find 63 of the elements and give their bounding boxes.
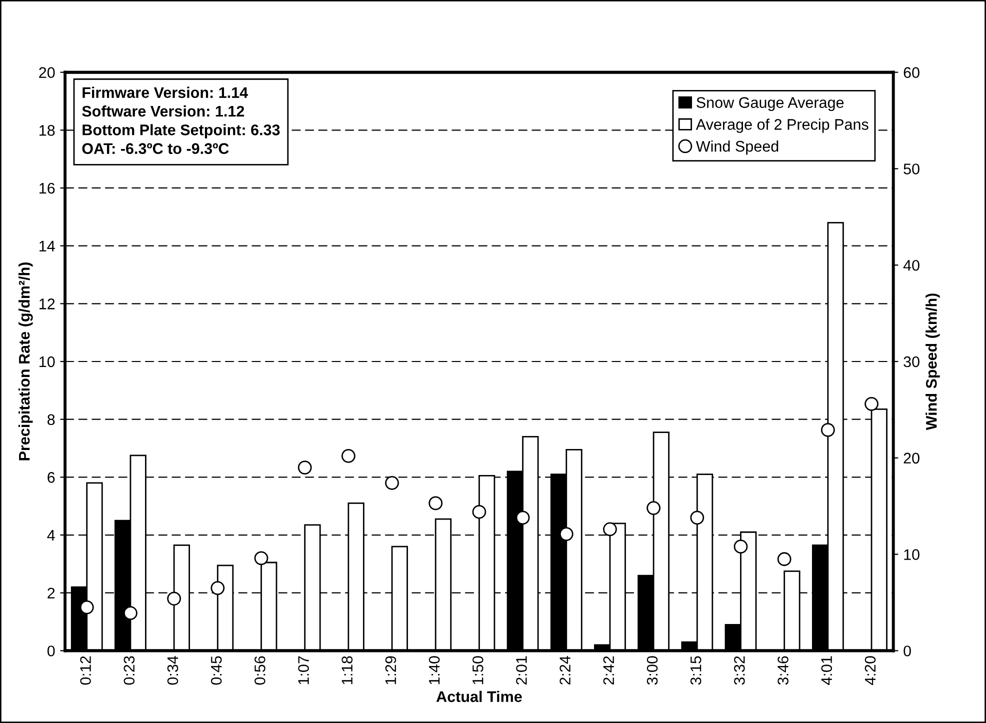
x-tick-label: 1:40 [428,656,440,684]
y2-tick-label: 0 [904,646,911,656]
point [80,600,94,614]
legend-label: Average of 2 Precip Pans [696,118,868,133]
x-tick-label: 4:20 [864,656,876,685]
x-tick-label: 4:01 [821,656,832,685]
annotation: Firmware Version: 1.14 Software Version: 1.12 Bottom Plate Setpoint: 6.33 OAT: -6.3ºC to -9.3ºC [82,86,280,154]
point [385,476,399,490]
x-tick-label: 3:46 [778,656,788,685]
y2-axis-title: Wind Speed (km/h) [926,294,940,430]
y-tick-label: 10 [40,356,55,368]
x-tick-label: 1:29 [385,656,396,684]
x-tick-label: 2:24 [560,656,570,685]
x-tick-label: 0:34 [167,656,178,685]
y-axis-title: Precipitation Rate (g/dm²/h) [18,262,33,460]
x-tick-label: 0:12 [80,656,91,685]
y2-tick-label: 60 [904,67,920,78]
point [603,522,617,536]
legend-label: Wind Speed [696,140,778,155]
x-tick-label: 3:32 [734,656,745,685]
y-tick-label: 12 [40,298,55,310]
y-tick-label: 4 [47,530,55,541]
point [428,496,443,510]
point [646,501,661,515]
y2-tick-label: 10 [904,549,920,560]
y2-tick-label: 20 [904,452,920,464]
point [734,540,748,554]
y-tick-label: 18 [40,125,55,136]
point [254,551,268,566]
x-tick-label: 1:07 [298,656,309,684]
point [124,606,138,620]
x-tick-label: 2:01 [516,656,527,685]
point [820,423,835,437]
x-axis-title: Actual Time [436,690,522,702]
y-tick-label: 8 [48,414,55,426]
x-tick-label: 1:18 [342,656,353,684]
y-tick-label: 14 [40,240,55,252]
point [472,504,486,519]
point [210,581,225,595]
x-tick-label: 3:00 [646,656,658,685]
point [341,449,356,463]
y2-tick-label: 50 [904,164,920,174]
point [777,552,792,566]
point [516,510,530,525]
y2-tick-label: 40 [903,260,920,271]
x-tick-label: 0:23 [124,656,135,685]
x-tick-label: 3:15 [690,656,702,685]
point [690,510,704,525]
y-tick-label: 20 [39,67,55,78]
point [298,460,312,474]
legend-label: Snow Gauge Average [696,97,844,111]
x-tick-label: 1:50 [472,656,484,684]
point [559,527,574,541]
y-tick-label: 6 [48,472,55,483]
x-tick-label: 2:42 [603,656,614,685]
point [167,592,181,606]
point [864,396,878,411]
x-tick-label: 0:56 [254,656,266,685]
y2-tick-label: 30 [904,356,920,368]
x-tick-label: 0:45 [210,656,222,685]
y-tick-label: 2 [48,588,55,598]
y-tick-label: 16 [40,182,55,194]
y-tick-label: 0 [47,646,55,656]
